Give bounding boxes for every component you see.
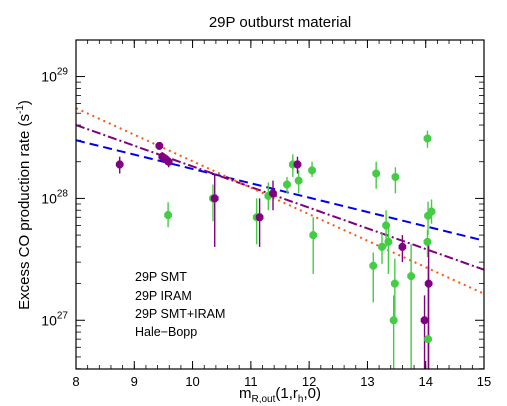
legend-entry-hale-bopp: Hale−Bopp (135, 325, 197, 339)
data-point-smt (378, 243, 386, 251)
x-tick-label: 12 (302, 374, 316, 389)
y-axis-label: Excess CO production rate (s-1) (15, 100, 33, 310)
x-axis-label: mR,out(1,rh,0) (239, 385, 321, 405)
data-point-iram (210, 194, 219, 203)
axis-ticks (75, 40, 485, 370)
x-tick-label: 10 (185, 374, 199, 389)
data-point-smt (382, 221, 390, 230)
data-point-iram (293, 160, 302, 169)
chart-title: 29P outburst material (209, 14, 351, 31)
data-point-smt (423, 237, 432, 246)
data-point-iram (115, 160, 124, 169)
fit-line-1 (76, 124, 484, 271)
y-tick-labels: 1027 1028 1029 (41, 67, 68, 329)
fit-line-0 (76, 139, 484, 242)
data-point-smt (390, 279, 399, 288)
x-tick-label: 13 (360, 374, 374, 389)
data-point-smt (391, 173, 400, 181)
data-point-smt (309, 231, 318, 239)
fit-lines (76, 107, 484, 295)
plot-frame (75, 39, 485, 370)
data-point-iram (255, 213, 264, 222)
data-point-smt (369, 261, 378, 270)
data-point-smt (427, 207, 436, 216)
y-tick-label: 1029 (41, 67, 68, 85)
data-point-smt (423, 134, 432, 143)
legend-entry-29p-smt: 29P SMT (135, 270, 187, 284)
data-point-smt (294, 176, 303, 185)
data-point-smt (283, 180, 291, 189)
y-tick-label: 1028 (41, 188, 68, 206)
fit-line-2 (76, 107, 484, 295)
data-point-iram (155, 141, 164, 150)
data-point-smt (389, 316, 398, 325)
data-point-smt (407, 272, 416, 281)
data-point-smt (372, 169, 381, 178)
data-point-smt (384, 237, 393, 246)
x-tick-label: 9 (131, 374, 138, 389)
data-point-smt (308, 166, 316, 175)
legend: 29P SMT 29P IRAM 29P SMT+IRAM Hale−Bopp (135, 270, 225, 339)
legend-entry-29p-iram: 29P IRAM (135, 289, 192, 303)
data-points (115, 134, 436, 344)
data-point-iram (164, 157, 173, 166)
y-tick-label: 1027 (41, 310, 68, 328)
data-point-iram (269, 189, 277, 198)
legend-entry-29p-smt-iram: 29P SMT+IRAM (135, 307, 225, 321)
x-tick-labels: 8 9 10 11 12 13 14 15 (72, 374, 491, 389)
data-point-smt (164, 211, 172, 219)
data-point-smt (424, 335, 432, 344)
data-point-iram (424, 279, 433, 288)
error-bars (119, 130, 433, 369)
x-tick-label: 8 (72, 374, 79, 389)
x-tick-label: 15 (477, 374, 491, 389)
x-tick-label: 14 (418, 374, 432, 389)
data-point-iram (420, 316, 429, 325)
data-point-iram (398, 243, 407, 251)
x-tick-label: 11 (244, 374, 258, 389)
